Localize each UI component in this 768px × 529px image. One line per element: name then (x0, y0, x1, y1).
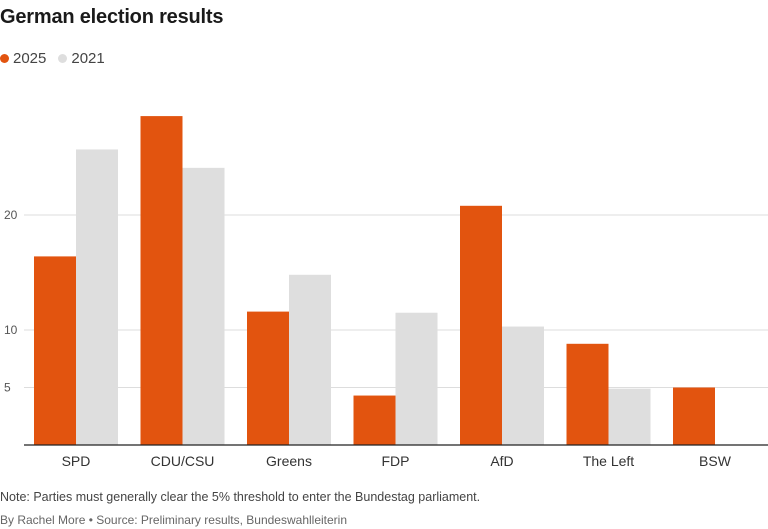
bar-2021-afd (502, 326, 544, 445)
chart-note: Note: Parties must generally clear the 5… (0, 490, 481, 504)
y-tick-label-5: 5 (4, 381, 11, 395)
y-tick-label-10: 10 (4, 323, 18, 337)
legend-item-2021: 2021 (58, 50, 105, 67)
legend-label-2025: 2025 (13, 50, 47, 67)
bar-2025-afd (460, 205, 502, 445)
legend: 2025 2021 (0, 50, 117, 67)
x-tick-label-the-left: The Left (583, 453, 634, 469)
x-tick-label-bsw: BSW (699, 453, 732, 469)
legend-swatch-2025 (0, 54, 9, 63)
bar-2021-greens (289, 274, 331, 445)
legend-swatch-2021 (58, 54, 68, 63)
y-tick-label-20: 20 (4, 208, 18, 222)
x-tick-label-fdp: FDP (382, 453, 410, 469)
x-tick-label-afd: AfD (490, 453, 513, 469)
bar-2025-cdu-csu (140, 116, 183, 445)
bar-2021-spd (76, 149, 118, 445)
bar-2025-greens (247, 311, 289, 445)
bar-2021-the-left (608, 388, 651, 445)
bar-2021-fdp (395, 312, 438, 445)
byline: By Rachel More • Source: Preliminary res… (0, 513, 348, 527)
bar-2025-the-left (566, 343, 609, 445)
x-tick-label-greens: Greens (266, 453, 312, 469)
legend-label-2021: 2021 (71, 50, 105, 67)
chart-title: German election results (0, 6, 224, 28)
x-tick-label-cdu-csu: CDU/CSU (151, 453, 215, 469)
x-tick-label-spd: SPD (62, 453, 91, 469)
bar-2025-spd (34, 256, 76, 445)
bar-2025-bsw (673, 387, 715, 445)
bar-2021-cdu-csu (182, 167, 225, 445)
bar-chart: 5 10 20 SPD CDU/CSU Greens FDP AfD The Left BSW (4, 116, 768, 469)
legend-item-2025: 2025 (0, 50, 46, 67)
bar-2025-fdp (353, 395, 396, 445)
